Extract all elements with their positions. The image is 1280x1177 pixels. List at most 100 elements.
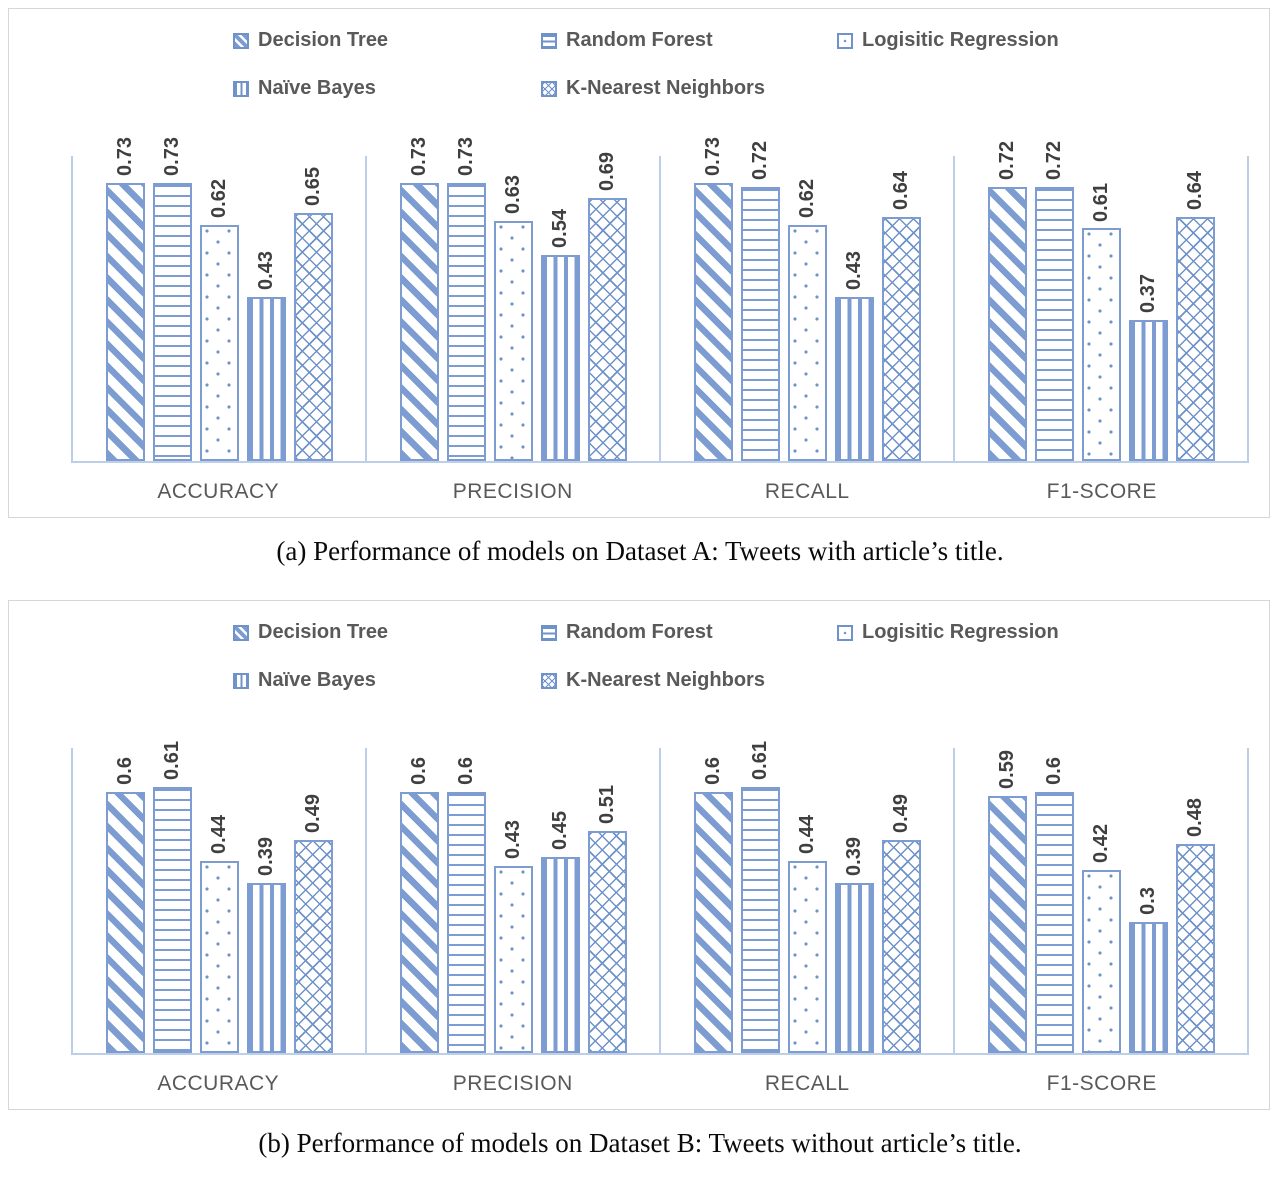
bar-item: 0.43: [246, 156, 286, 461]
bar-item: 0.44: [787, 748, 827, 1053]
na-ve-bayes-swatch-icon: [233, 80, 249, 97]
bar-value-label: 0.43: [255, 251, 277, 291]
legend-item-decision-tree: Decision Tree: [233, 29, 388, 52]
bar-value-label: 0.44: [796, 815, 818, 855]
bar-item: 0.64: [881, 156, 921, 461]
bar-item: 0.73: [399, 137, 439, 461]
bar-item: 0.63: [493, 156, 533, 461]
bar-item: 0.51: [587, 748, 627, 1053]
chart-b-category-axis: ACCURACY PRECISION RECALL F1-SCORE: [71, 1057, 1249, 1096]
bar-value-label: 0.72: [1043, 140, 1065, 180]
bar-na-ve-bayes-recall: [834, 297, 874, 461]
bar-na-ve-bayes-f1-score: [1128, 922, 1168, 1053]
bar-value-label: 0.42: [1090, 824, 1112, 863]
bar-na-ve-bayes-accuracy: [246, 883, 286, 1053]
bar-value-label: 0.44: [208, 815, 230, 855]
logisitic-regression-swatch-icon: [837, 32, 853, 49]
bar-value-label: 0.73: [455, 136, 477, 176]
bar-logisitic-regression-precision: [493, 865, 533, 1053]
bar-value-label: 0.72: [749, 140, 771, 180]
bar-value-label: 0.59: [996, 749, 1018, 789]
bar-item: 0.3: [1128, 748, 1168, 1053]
bar-logisitic-regression-recall: [787, 861, 827, 1053]
bar-na-ve-bayes-precision: [540, 856, 580, 1053]
bar-random-forest-accuracy: [152, 182, 192, 461]
chart-b-plot-area: 0.6 0.61 0.44 0.39 0.49 0.6 0.6 0.43 0.45 0.51 0.6…: [71, 741, 1249, 1055]
bar-random-forest-accuracy: [152, 787, 192, 1053]
random-forest-swatch-icon: [541, 624, 557, 641]
category-group-recall: 0.6 0.61 0.44 0.39 0.49: [659, 741, 953, 1053]
bar-value-label: 0.6: [1043, 756, 1065, 785]
legend-item-random-forest: Random Forest: [541, 29, 713, 52]
bar-item: 0.64: [1175, 156, 1215, 461]
bar-logisitic-regression-accuracy: [199, 224, 239, 461]
bar-value-label: 0.3: [1137, 887, 1159, 916]
chart-b-legend: Decision Tree Random Forest Logisitic Regr…: [9, 601, 1269, 741]
bar-value-label: 0.54: [549, 209, 571, 249]
bar-item: 0.48: [1175, 748, 1215, 1053]
bar-value-label: 0.65: [302, 167, 324, 207]
bar-item: 0.43: [834, 156, 874, 461]
category-group-accuracy: 0.6 0.61 0.44 0.39 0.49: [71, 741, 365, 1053]
bar-na-ve-bayes-f1-score: [1128, 319, 1168, 461]
bar-logisitic-regression-recall: [787, 224, 827, 461]
random-forest-swatch-icon: [541, 32, 557, 49]
bar-value-label: 0.62: [208, 178, 230, 218]
bar-item: 0.6: [1034, 748, 1074, 1053]
bar-value-label: 0.37: [1137, 274, 1159, 313]
bar-item: 0.72: [740, 141, 780, 461]
bar-item: 0.62: [787, 156, 827, 461]
legend-label: Decision Tree: [258, 621, 389, 643]
bar-logisitic-regression-accuracy: [199, 861, 239, 1053]
bar-k-nearest-neighbors-recall: [881, 217, 921, 461]
category-group-recall: 0.73 0.72 0.62 0.43 0.64: [659, 137, 953, 461]
bar-item: 0.73: [152, 137, 192, 461]
bar-decision-tree-accuracy: [105, 791, 145, 1053]
bar-logisitic-regression-f1-score: [1081, 228, 1121, 461]
bar-item: 0.73: [446, 137, 486, 461]
bar-k-nearest-neighbors-recall: [881, 839, 921, 1053]
category-label-precision: PRECISION: [452, 480, 573, 503]
bar-value-label: 0.69: [596, 152, 618, 191]
bar-value-label: 0.61: [161, 741, 183, 781]
legend-item-decision-tree: Decision Tree: [233, 621, 388, 644]
category-label-f1-score: F1-SCORE: [1046, 480, 1157, 503]
category-group-f1-score: 0.72 0.72 0.61 0.37 0.64: [953, 141, 1249, 461]
bar-k-nearest-neighbors-f1-score: [1175, 217, 1215, 461]
bar-value-label: 0.64: [890, 171, 912, 210]
bar-random-forest-recall: [740, 787, 780, 1053]
bar-random-forest-precision: [446, 182, 486, 461]
category-group-precision: 0.6 0.6 0.43 0.45 0.51: [365, 748, 659, 1053]
bar-item: 0.6: [446, 748, 486, 1053]
bar-value-label: 0.43: [843, 251, 865, 291]
chart-panel-a: Decision Tree Random Forest Logisitic Regr…: [8, 8, 1270, 518]
bar-k-nearest-neighbors-accuracy: [293, 839, 333, 1053]
category-group-f1-score: 0.59 0.6 0.42 0.3 0.48: [953, 748, 1249, 1053]
k-nearest-neighbors-swatch-icon: [541, 672, 557, 689]
bar-k-nearest-neighbors-precision: [587, 197, 627, 461]
bar-random-forest-precision: [446, 791, 486, 1053]
legend-item-k-nearest-neighbors: K-Nearest Neighbors: [541, 77, 765, 100]
bar-item: 0.72: [1034, 141, 1074, 461]
legend-label: Random Forest: [566, 621, 713, 643]
legend-label: Decision Tree: [258, 29, 389, 51]
bar-decision-tree-precision: [399, 791, 439, 1053]
bar-value-label: 0.73: [114, 136, 136, 176]
chart-panel-b: Decision Tree Random Forest Logisitic Regr…: [8, 600, 1270, 1110]
caption-b: (b) Performance of models on Dataset B: …: [258, 1128, 1022, 1158]
chart-a-legend: Decision Tree Random Forest Logisitic Regr…: [9, 9, 1269, 149]
bar-value-label: 0.64: [1184, 171, 1206, 210]
bar-item: 0.43: [493, 748, 533, 1053]
bar-item: 0.73: [693, 137, 733, 461]
bar-item: 0.49: [881, 748, 921, 1053]
legend-item-na-ve-bayes: Naïve Bayes: [233, 77, 376, 100]
bar-decision-tree-precision: [399, 182, 439, 461]
bar-item: 0.65: [293, 156, 333, 461]
bar-value-label: 0.39: [255, 837, 277, 877]
legend-label: Random Forest: [566, 29, 713, 51]
bar-value-label: 0.6: [455, 756, 477, 785]
bar-value-label: 0.73: [161, 136, 183, 176]
bar-value-label: 0.61: [749, 741, 771, 781]
bar-value-label: 0.6: [702, 756, 724, 785]
